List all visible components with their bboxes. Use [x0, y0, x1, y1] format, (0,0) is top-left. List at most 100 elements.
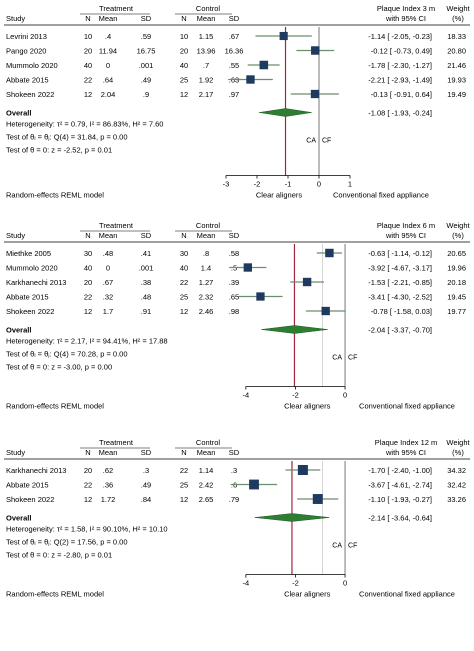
control-sd: .55: [229, 61, 239, 70]
treatment-n: 30: [84, 249, 92, 258]
control-mean: 13.96: [197, 47, 216, 56]
treatment-n: 20: [84, 47, 92, 56]
weight-header: Weight: [446, 221, 470, 230]
weight-unit-header: (%): [452, 448, 464, 457]
overall-label: Overall: [6, 109, 31, 118]
control-sd: .3: [231, 466, 237, 475]
study-row: Karkhanechi 2013 20 .62 .3 22 1.14 .3 -1.70 [ -…: [6, 464, 466, 476]
heterogeneity-stat: Test of θᵢ = θⱼ: Q(4) = 31.84, p = 0.00: [6, 133, 128, 142]
study-name: Karkhanechi 2013: [6, 278, 66, 287]
x-tick-label: -3: [223, 180, 230, 189]
treatment-n: 12: [84, 307, 92, 316]
treatment-n: 22: [84, 293, 92, 302]
control-n: 10: [180, 32, 188, 41]
study-row: Pango 2020 20 11.94 16.75 20 13.96 16.36 -0.12 …: [6, 46, 466, 56]
study-name: Karkhanechi 2013: [6, 466, 66, 475]
treatment-n: 10: [84, 32, 92, 41]
forest-panel-3: Treatment Control Study N Mean SD N Mean SD Plaqu…: [4, 438, 471, 599]
treatment-sd: 16.75: [137, 47, 156, 56]
effect-ci-text: -2.21 [ -2.93, -1.49]: [368, 76, 432, 85]
effect-ci-text: -1.14 [ -2.05, -0.23]: [368, 32, 432, 41]
study-row: Shokeen 2022 12 1.72 .84 12 2.65 .79 -1.10 [ -1…: [6, 494, 466, 504]
ci-header: with 95% CI: [385, 448, 426, 457]
treatment-n: 40: [84, 61, 92, 70]
control-n: 12: [180, 90, 188, 99]
study-name: Abbate 2015: [6, 481, 49, 490]
control-n: 25: [180, 481, 188, 490]
effect-size-header: Plaque Index 3 m: [377, 4, 435, 13]
study-name: Mummolo 2020: [6, 61, 58, 70]
control-n: 22: [180, 466, 188, 475]
treatment-mean: .36: [103, 481, 113, 490]
treatment-mean: 0: [106, 61, 110, 70]
study-name: Shokeen 2022: [6, 495, 54, 504]
x-tick-label: -2: [292, 579, 299, 588]
favour-right-label: Conventional fixed appliance: [333, 191, 429, 200]
control-n-header: N: [181, 448, 186, 457]
study-row: Mummolo 2020 40 0 .001 40 .7 .55 -1.78 [ -2.30,…: [6, 60, 466, 70]
control-mean: 2.46: [199, 307, 214, 316]
control-mean: 1.4: [201, 264, 211, 273]
study-column-header: Study: [6, 448, 25, 457]
model-label: Random-effects REML model: [6, 402, 104, 411]
side-label-cf: CF: [348, 543, 357, 550]
treatment-mean: 11.94: [99, 47, 117, 56]
study-estimate-square: [297, 464, 308, 476]
control-n: 40: [180, 264, 188, 273]
study-estimate-square: [259, 60, 269, 70]
treatment-sd: .59: [141, 32, 151, 41]
study-estimate-square: [311, 46, 320, 55]
heterogeneity-stat: Test of θ = 0: z = -2.52, p = 0.01: [6, 146, 112, 155]
treatment-sd: .84: [141, 495, 151, 504]
treatment-n: 12: [84, 495, 92, 504]
effect-ci-text: -0.12 [ -0.73, 0.49]: [371, 47, 432, 56]
treatment-mean: .62: [103, 466, 113, 475]
treatment-sd: .3: [143, 466, 149, 475]
heterogeneity-stat: Test of θ = 0: z = -2.80, p = 0.01: [6, 551, 112, 560]
treatment-mean: .48: [103, 249, 113, 258]
control-sd: .39: [229, 278, 239, 287]
control-group-header: Control: [196, 4, 221, 13]
treatment-mean-header: Mean: [99, 231, 118, 240]
effect-ci-text: -3.41 [ -4.30, -2.52]: [368, 293, 432, 302]
effect-ci-text: -1.10 [ -1.93, -0.27]: [368, 495, 432, 504]
study-row: Abbate 2015 22.64.49 25 1.92.63 -2.21 [ -2.9…: [6, 75, 466, 85]
effect-ci-text: -0.63 [ -1.14, -0.12]: [368, 249, 432, 258]
control-mean: 1.92: [199, 76, 214, 85]
control-sd: .58: [229, 249, 239, 258]
control-mean: 1.15: [199, 32, 214, 41]
x-tick-label: -2: [292, 391, 299, 400]
study-row: Shokeen 2022 12 1.7 .91 12 2.46 .98 -0.78 [ -1.…: [6, 306, 466, 316]
x-tick-label: -1: [285, 180, 292, 189]
control-mean: 2.17: [199, 90, 214, 99]
control-group-header: Control: [196, 221, 221, 230]
treatment-sd-header: SD: [141, 231, 152, 240]
control-sd-header: SD: [229, 231, 240, 240]
control-n-header: N: [181, 231, 186, 240]
treatment-mean: 1.7: [103, 307, 113, 316]
weight-value: 19.77: [447, 307, 466, 316]
control-mean-header: Mean: [197, 231, 216, 240]
control-sd: 16.36: [225, 47, 244, 56]
model-label: Random-effects REML model: [6, 590, 104, 599]
treatment-mean: 1.72: [101, 495, 116, 504]
control-n-header: N: [181, 14, 186, 23]
ci-header: with 95% CI: [385, 14, 426, 23]
control-mean: 1.14: [199, 466, 214, 475]
x-tick-label: -2: [254, 180, 261, 189]
control-sd: .98: [229, 307, 239, 316]
overall-ci-text: -1.08 [ -1.93, -0.24]: [368, 109, 432, 118]
treatment-sd-header: SD: [141, 448, 152, 457]
effect-ci-text: -1.78 [ -2.30, -1.27]: [368, 61, 432, 70]
control-n: 25: [180, 76, 188, 85]
study-name: Abbate 2015: [6, 293, 49, 302]
effect-ci-text: -1.53 [ -2.21, -0.85]: [368, 278, 432, 287]
heterogeneity-stat: Heterogeneity: τ² = 0.79, I² = 86.83%, H…: [6, 120, 163, 129]
overall-row: Overall -1.08 [ -1.93, -0.24]: [6, 108, 432, 118]
side-label-cf: CF: [348, 355, 357, 362]
effect-size-header: Plaque Index 12 m: [375, 438, 438, 447]
model-label: Random-effects REML model: [6, 191, 104, 200]
